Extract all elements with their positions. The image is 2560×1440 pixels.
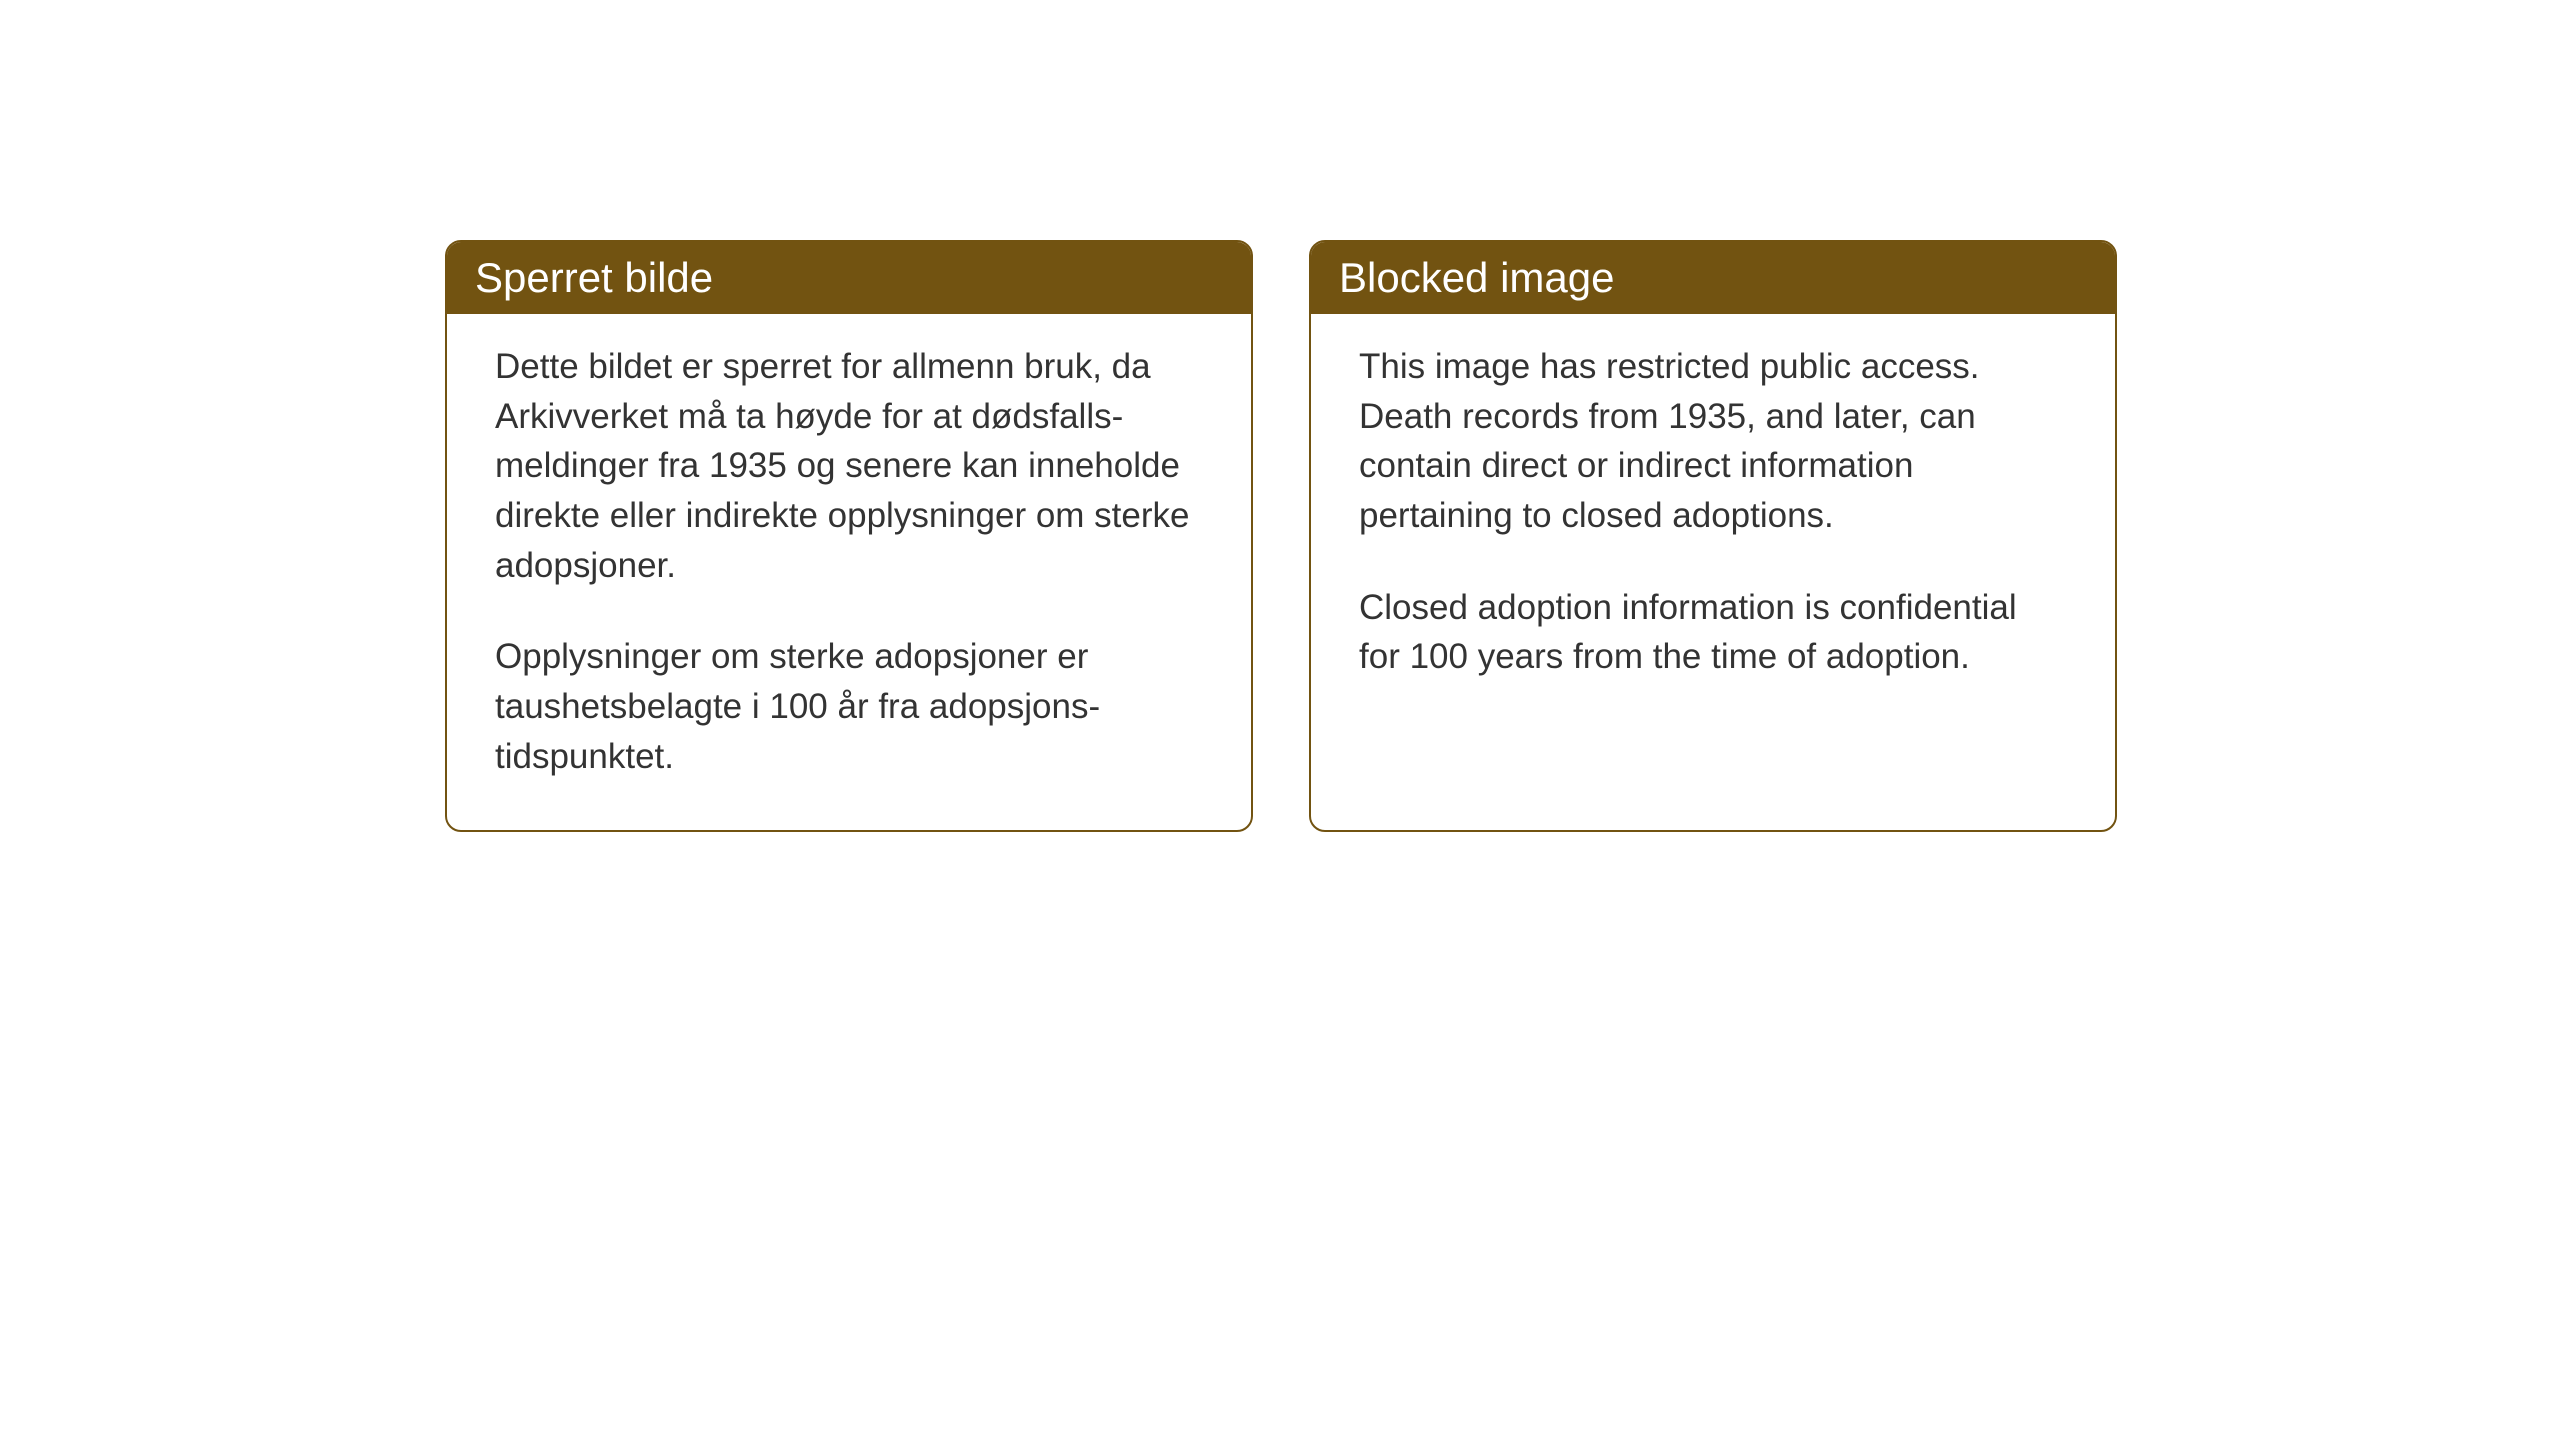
card-paragraph-norwegian-2: Opplysninger om sterke adopsjoner er tau…: [495, 632, 1203, 781]
card-english: Blocked image This image has restricted …: [1309, 240, 2117, 832]
card-norwegian: Sperret bilde Dette bildet er sperret fo…: [445, 240, 1253, 832]
card-paragraph-norwegian-1: Dette bildet er sperret for allmenn bruk…: [495, 342, 1203, 590]
card-body-english: This image has restricted public access.…: [1311, 314, 2115, 744]
card-header-norwegian: Sperret bilde: [447, 242, 1251, 314]
card-header-english: Blocked image: [1311, 242, 2115, 314]
card-title-norwegian: Sperret bilde: [475, 254, 713, 301]
card-body-norwegian: Dette bildet er sperret for allmenn bruk…: [447, 314, 1251, 830]
card-paragraph-english-1: This image has restricted public access.…: [1359, 342, 2067, 541]
cards-container: Sperret bilde Dette bildet er sperret fo…: [445, 240, 2117, 832]
card-paragraph-english-2: Closed adoption information is confident…: [1359, 583, 2067, 682]
card-title-english: Blocked image: [1339, 254, 1614, 301]
